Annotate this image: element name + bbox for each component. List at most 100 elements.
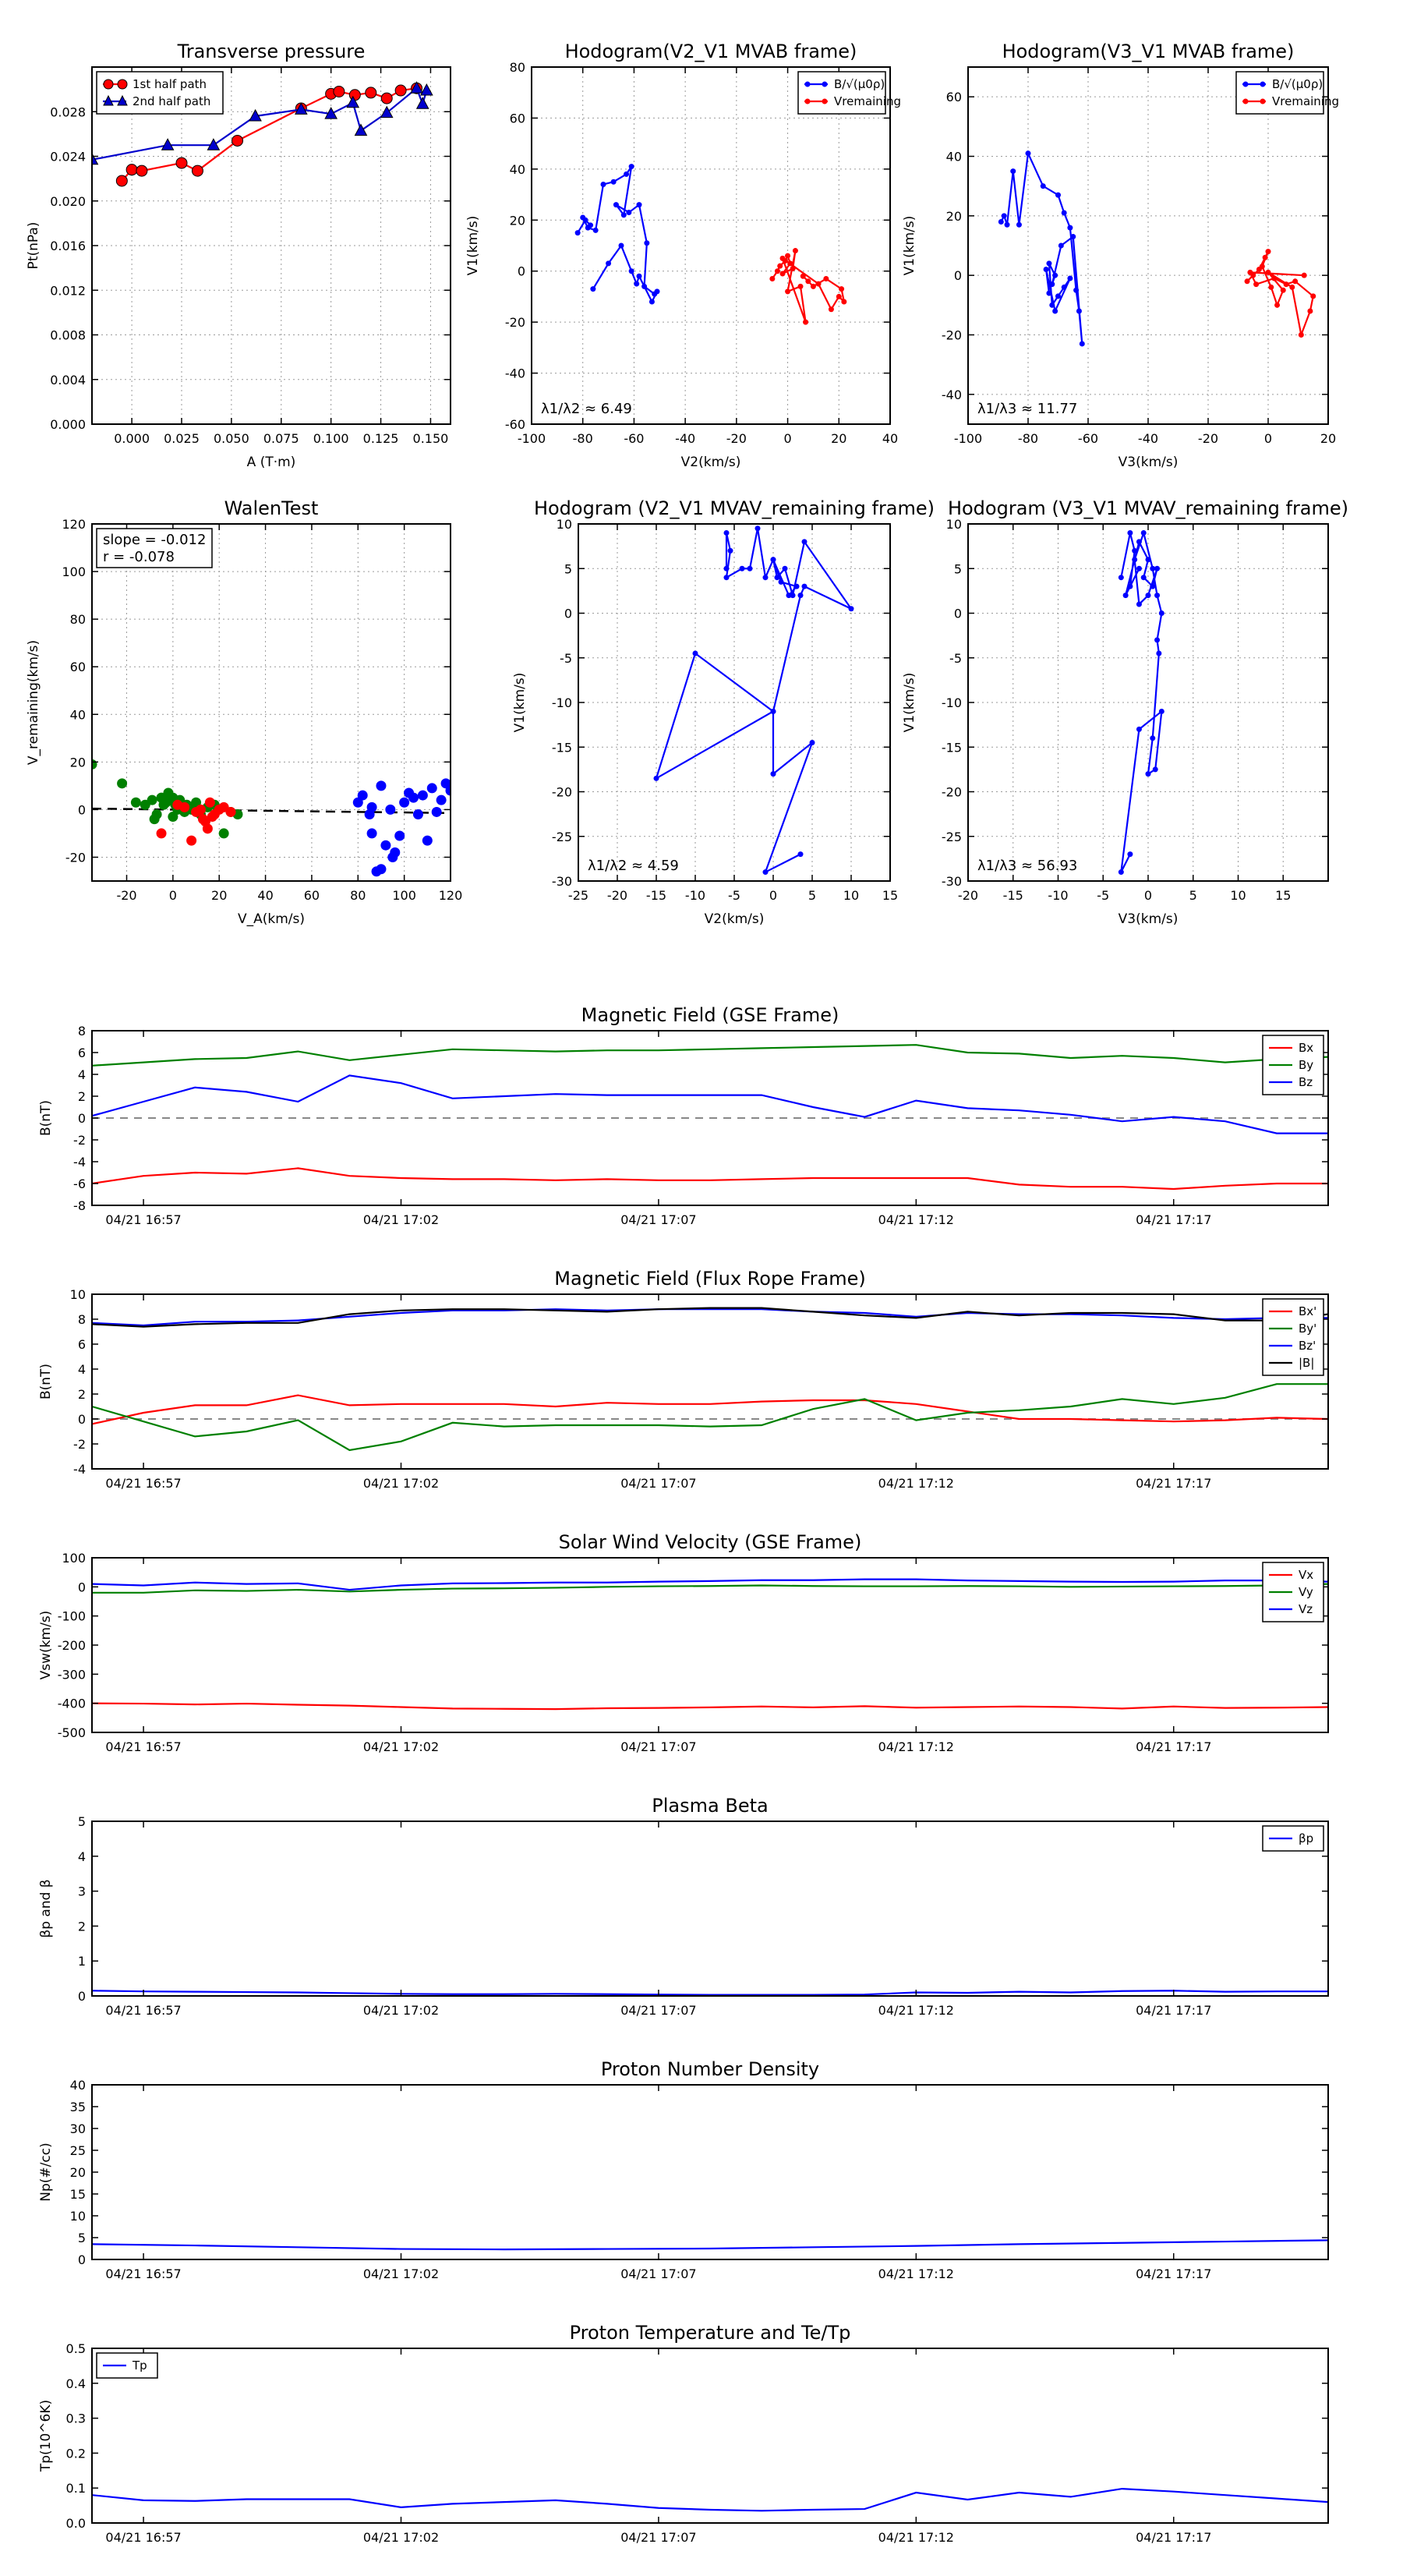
data-point — [828, 306, 834, 313]
y-tick-label: 6 — [78, 1046, 86, 1060]
data-point — [723, 575, 730, 581]
plot-area — [1118, 529, 1164, 876]
data-point — [793, 583, 800, 589]
data-point — [417, 790, 428, 801]
chart-6: 04/21 16:57 04/21 17:02 04/21 17:07 04/21 1… — [38, 1004, 1329, 1227]
data-point — [618, 242, 624, 249]
data-point — [815, 281, 822, 287]
data-point — [774, 268, 780, 274]
data-point — [801, 583, 808, 589]
y-tick-label: 0 — [518, 264, 525, 279]
data-point — [727, 547, 733, 554]
y-tick-label: 0.5 — [66, 2341, 86, 2356]
plot-area — [574, 164, 847, 325]
y-tick-label: -10 — [942, 695, 962, 710]
data-point — [1001, 213, 1007, 219]
plot-area — [653, 525, 854, 876]
x-tick-label: 04/21 17:07 — [620, 1476, 696, 1491]
data-point — [574, 230, 581, 236]
data-point — [628, 268, 634, 274]
y-tick-label: 10 — [70, 1287, 86, 1302]
y-tick-label: 20 — [70, 2165, 86, 2180]
x-tick-label: 0 — [769, 888, 777, 903]
data-point — [445, 785, 451, 796]
data-point — [1152, 766, 1158, 773]
data-point — [218, 828, 229, 839]
y-tick-label: 35 — [70, 2100, 86, 2114]
legend-marker — [1260, 98, 1266, 104]
legend-box — [96, 71, 224, 115]
x-tick-label: 04/21 17:02 — [363, 1212, 439, 1227]
data-point — [399, 797, 410, 808]
legend: Tp — [96, 2352, 158, 2379]
series-B — [92, 1307, 1328, 1328]
legend: Bx' By' Bz' |B| — [1262, 1298, 1324, 1376]
data-point — [1040, 183, 1046, 189]
data-point — [1049, 302, 1055, 308]
data-point — [346, 95, 360, 108]
y-tick-label: -100 — [58, 1609, 86, 1624]
y-axis-label: V_remaining(km/s) — [26, 640, 41, 765]
legend-label: Bz — [1299, 1075, 1313, 1089]
data-point — [1244, 278, 1250, 285]
data-point — [1150, 583, 1156, 589]
x-tick-label: -20 — [958, 888, 978, 903]
y-axis-label: V1(km/s) — [902, 673, 917, 733]
data-point — [779, 271, 786, 277]
x-tick-label: 0.050 — [214, 431, 249, 446]
series-Vremaining — [769, 248, 847, 325]
data-point — [186, 835, 197, 846]
y-tick-label: -25 — [942, 830, 962, 844]
x-tick-label: 40 — [882, 431, 898, 446]
chart-title: Hodogram (V2_V1 MVAV_remaining frame) — [534, 497, 935, 519]
data-point — [1140, 529, 1147, 536]
data-point — [1298, 332, 1304, 338]
series-line — [92, 2487, 1328, 2512]
x-tick-label: -5 — [728, 888, 740, 903]
y-tick-label: 60 — [946, 90, 962, 104]
x-tick-label: 0.075 — [263, 431, 299, 446]
x-tick-label: 04/21 17:17 — [1136, 2530, 1211, 2545]
y-tick-label: 20 — [510, 213, 525, 228]
chart-title: Solar Wind Velocity (GSE Frame) — [559, 1531, 862, 1553]
legend-marker — [117, 94, 128, 106]
data-point — [755, 525, 761, 532]
x-tick-label: 04/21 17:12 — [878, 1212, 954, 1227]
y-tick-label: 5 — [78, 2231, 86, 2245]
y-tick-label: -20 — [505, 315, 525, 330]
chart-title: Proton Temperature and Te/Tp — [570, 2322, 851, 2344]
data-point — [1136, 565, 1142, 571]
data-point — [366, 801, 377, 812]
x-tick-label: 04/21 17:02 — [363, 1739, 439, 1754]
data-point — [115, 175, 128, 187]
data-point — [1265, 249, 1271, 255]
series-1sthalfpath — [115, 82, 423, 187]
legend-label: 2nd half path — [133, 94, 210, 108]
series-B — [653, 525, 854, 876]
chart-title: Proton Number Density — [601, 2058, 819, 2080]
x-tick-label: 04/21 17:02 — [363, 1476, 439, 1491]
data-point — [1118, 869, 1124, 876]
y-tick-label: 0 — [78, 1580, 86, 1594]
y-axis-label: V1(km/s) — [465, 216, 481, 276]
data-point — [225, 806, 236, 817]
data-point — [644, 240, 650, 246]
data-point — [408, 792, 419, 803]
data-point — [801, 539, 808, 545]
data-point — [1145, 557, 1151, 563]
y-tick-label: 60 — [70, 660, 86, 674]
x-tick-label: 20 — [1320, 431, 1336, 446]
data-point — [130, 797, 141, 808]
annotation-text: λ1/λ3 ≈ 11.77 — [977, 401, 1077, 417]
y-tick-label: 4 — [78, 1849, 86, 1864]
series-2ndhalfpath — [92, 81, 433, 165]
y-tick-label: 0.1 — [66, 2481, 86, 2496]
data-point — [1310, 293, 1316, 299]
data-point — [207, 138, 221, 150]
y-tick-label: 40 — [510, 162, 525, 177]
legend-box — [797, 71, 886, 115]
data-point — [592, 227, 599, 233]
y-tick-label: 80 — [510, 60, 525, 75]
x-tick-label: 04/21 17:02 — [363, 2266, 439, 2281]
data-point — [394, 830, 405, 841]
